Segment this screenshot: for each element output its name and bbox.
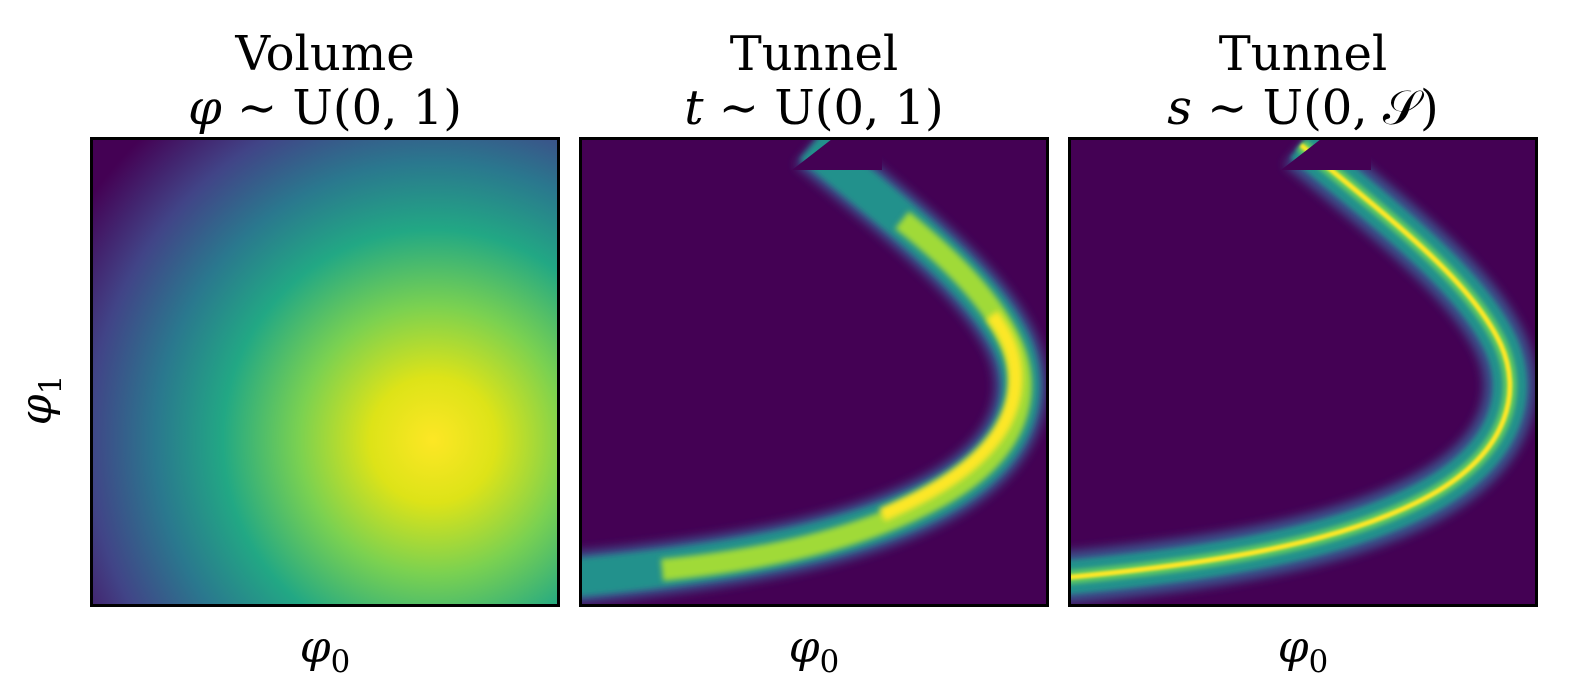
panel-subtitle: φ ∼ U(0, 1) [188, 80, 462, 136]
tunnel-band-outer [582, 140, 1046, 604]
x-axis-label: φ0 [1277, 622, 1329, 680]
y-axis-label: φ1 [11, 374, 69, 426]
x-axis-label: φ0 [299, 622, 351, 680]
panel-title: Tunnel [1218, 26, 1388, 82]
volume-density [93, 140, 557, 604]
heatmap-volume [90, 137, 560, 607]
tunnel-band-core [660, 211, 1032, 581]
panel-tunnel-t: Tunnel t ∼ U(0, 1) φ0 [579, 0, 1049, 700]
panel-title: Volume [235, 26, 415, 82]
tunnel-band-peak [879, 310, 1023, 522]
panel-tunnel-s: Tunnel s ∼ U(0, 𝒮) φ0 [1068, 0, 1538, 700]
x-axis-label: φ0 [788, 622, 840, 680]
heatmap-tunnel-s [1068, 137, 1538, 607]
tunnel-band-outer [1071, 140, 1535, 604]
panel-subtitle: s ∼ U(0, 𝒮) [1167, 80, 1439, 136]
heatmap-tunnel-t [579, 137, 1049, 607]
panel-title: Tunnel [729, 26, 899, 82]
tunnel-band-core [1071, 143, 1513, 581]
panel-volume: Volume φ ∼ U(0, 1) φ0 [90, 0, 560, 700]
panel-subtitle: t ∼ U(0, 1) [684, 80, 944, 136]
